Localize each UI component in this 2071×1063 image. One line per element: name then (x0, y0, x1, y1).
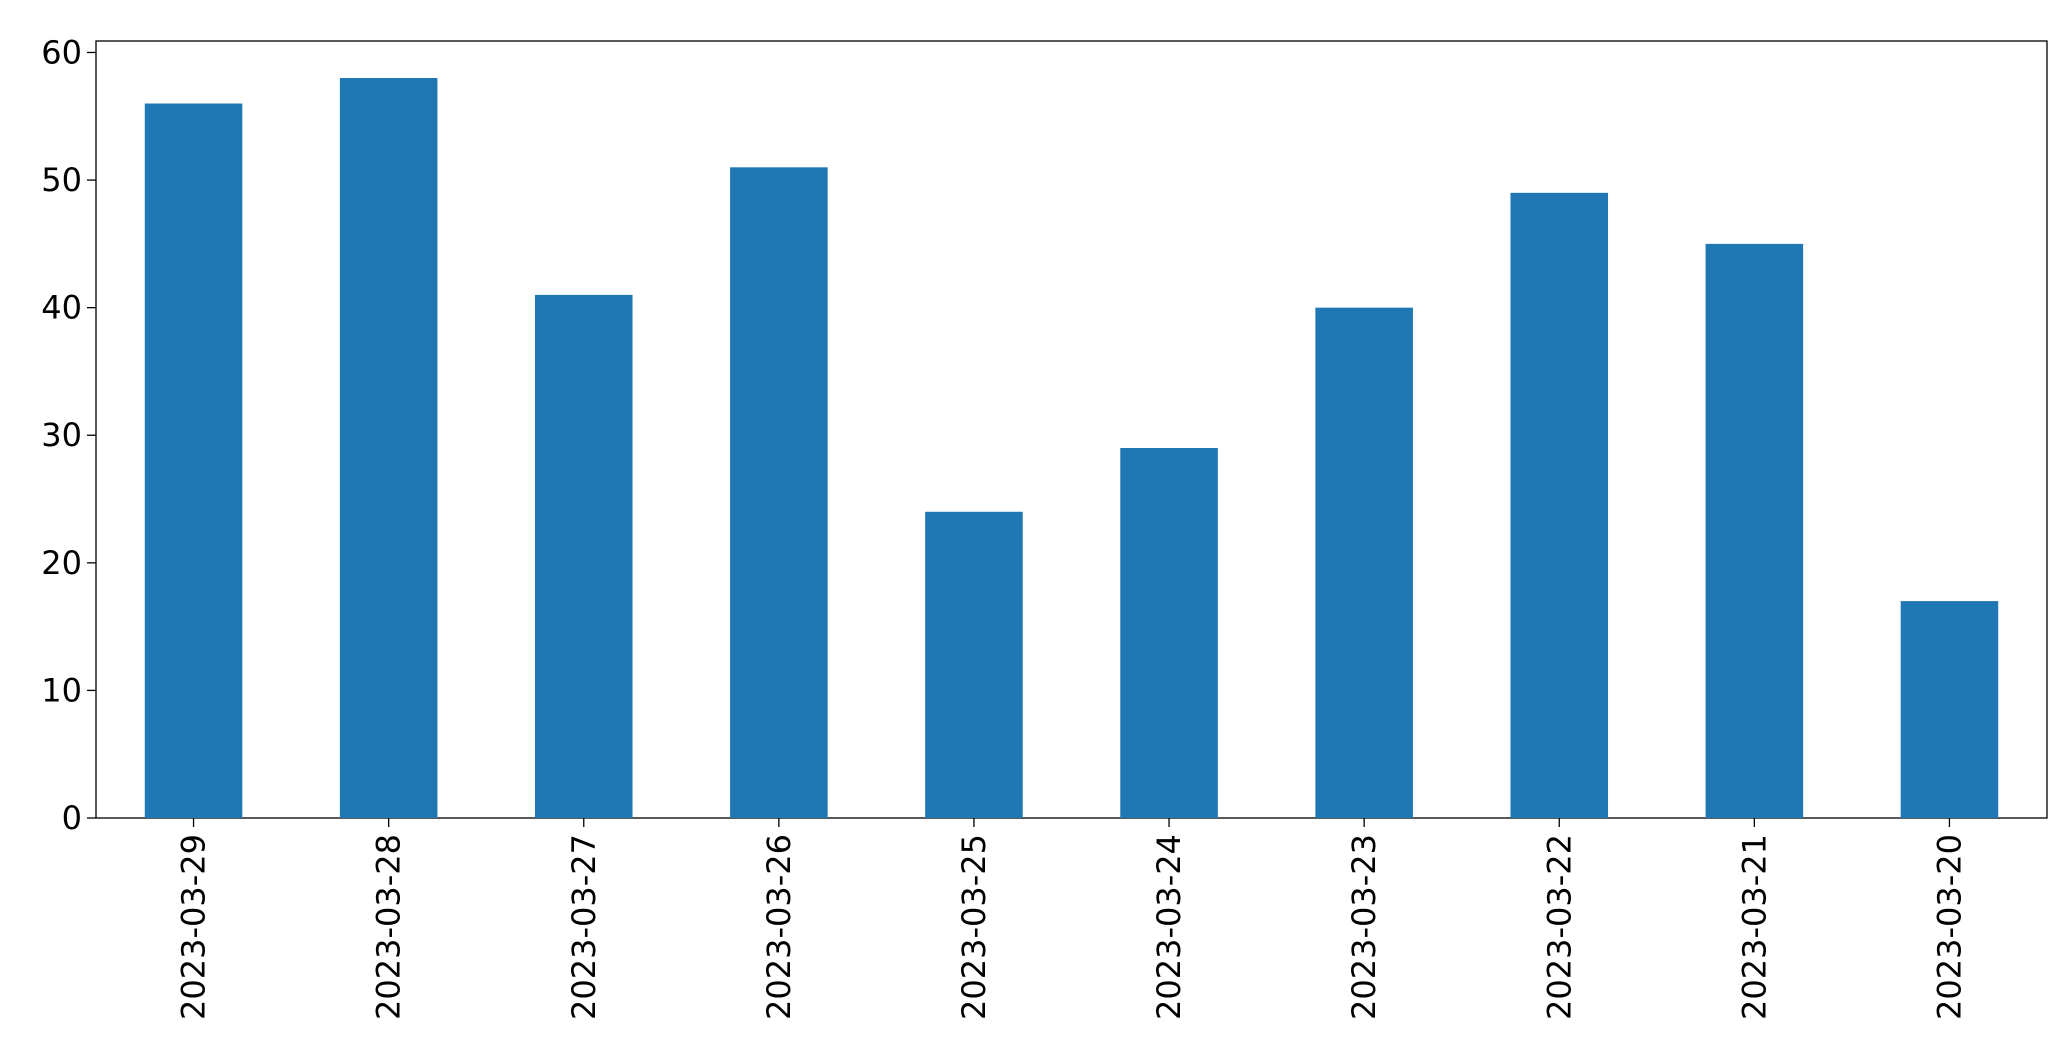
x-tick-label: 2023-03-27 (565, 834, 603, 1020)
x-tick-label: 2023-03-23 (1345, 834, 1383, 1020)
x-tick-label: 2023-03-29 (175, 834, 213, 1020)
bar (925, 511, 1023, 818)
plot-frame (95, 40, 2048, 819)
x-tick-label: 2023-03-21 (1735, 834, 1773, 1020)
x-tick-label: 2023-03-28 (370, 834, 408, 1020)
y-tick-label: 20 (41, 544, 82, 582)
bar (1900, 601, 1999, 818)
y-tick-label: 60 (41, 33, 82, 71)
x-tick-label: 2023-03-26 (760, 834, 798, 1020)
y-tick-label: 40 (41, 289, 82, 327)
bar (730, 167, 828, 818)
bar (1510, 192, 1609, 819)
x-tick-label: 2023-03-22 (1540, 834, 1578, 1020)
y-tick-label: 10 (41, 671, 82, 709)
y-tick-label: 30 (41, 416, 82, 454)
x-tick-label: 2023-03-24 (1150, 834, 1188, 1020)
x-tick-label: 2023-03-20 (1930, 834, 1968, 1020)
bar (339, 78, 438, 818)
bar (1705, 243, 1804, 819)
bar (534, 294, 633, 818)
bar (1120, 448, 1218, 818)
y-tick-label: 50 (41, 161, 82, 199)
bar (1315, 307, 1413, 818)
y-tick-label: 0 (62, 799, 82, 837)
x-tick-label: 2023-03-25 (955, 834, 993, 1020)
bar (144, 103, 243, 819)
